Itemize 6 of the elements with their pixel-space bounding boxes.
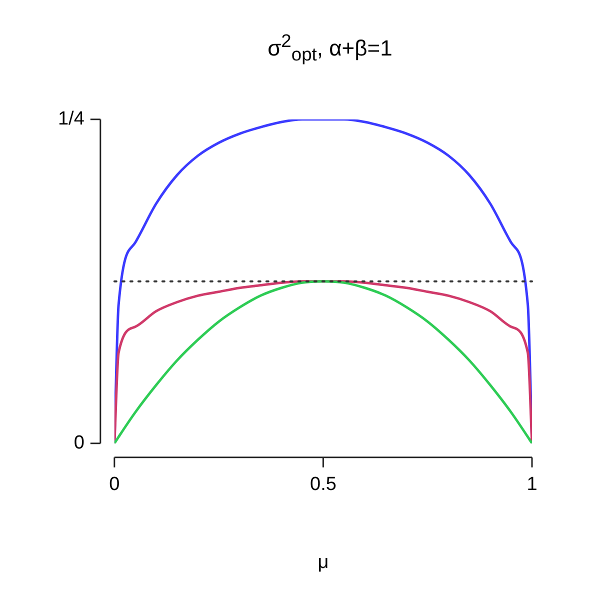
y-tick-label: 1/4 [58, 108, 85, 130]
chart-title: σ$^{2}$$_{opt}$, α+β=1 [266, 29, 394, 67]
x-tick-label: 0 [109, 474, 120, 496]
x-axis-title: μ [318, 552, 329, 573]
x-tick-label: 1 [526, 474, 538, 496]
x-tick-label: 0.5 [310, 474, 336, 496]
